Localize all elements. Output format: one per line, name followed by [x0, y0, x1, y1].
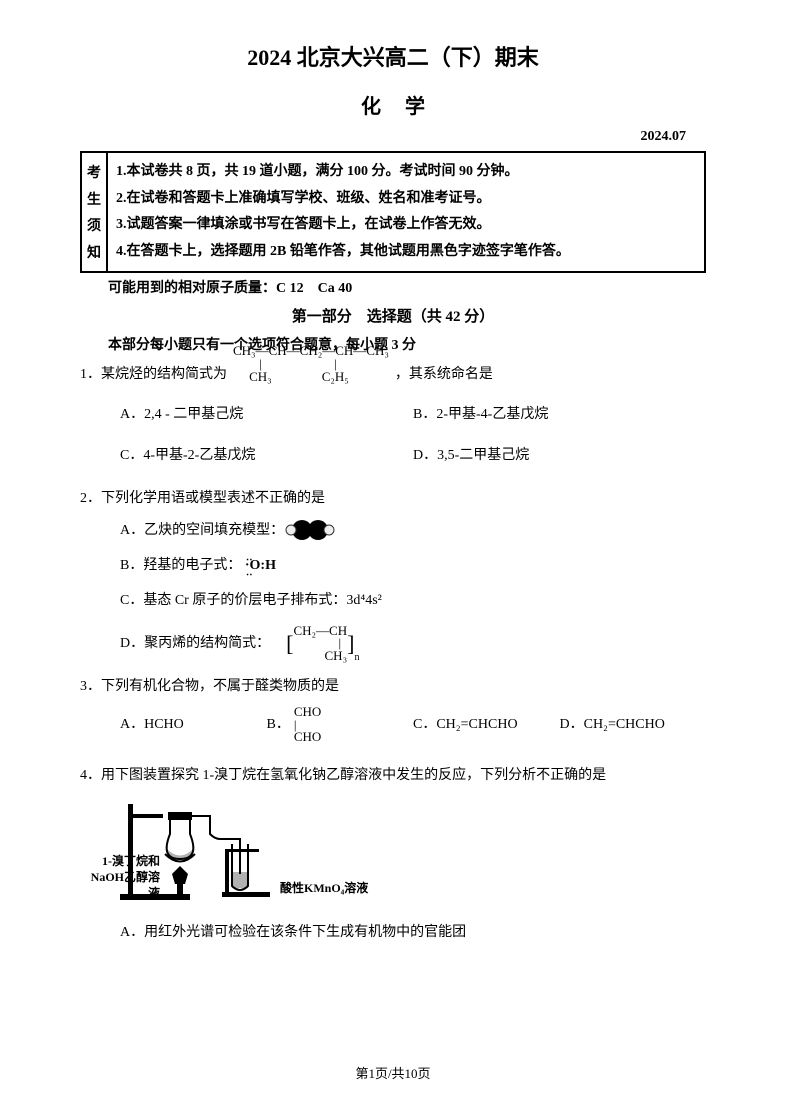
q2-d-bot: CH₃: [325, 649, 348, 664]
q1-stem-prefix: 1．某烷烃的结构简式为: [80, 362, 227, 387]
question-2: 2．下列化学用语或模型表述不正确的是 A．乙炔的空间填充模型： B．羟基的电子式…: [80, 486, 706, 664]
q2-option-c: C．基态 Cr 原子的价层电子排布式：3d⁴4s²: [120, 588, 706, 613]
q2-b-formula: ‥ ‥ ·O:H: [245, 558, 276, 573]
q1-option-a: A．2,4 - 二甲基己烷: [120, 402, 413, 427]
notice-side-char: 知: [87, 242, 101, 262]
notice-content: 1.本试卷共 8 页，共 19 道小题，满分 100 分。考试时间 90 分钟。…: [108, 153, 704, 271]
atomic-mass-note: 可能用到的相对原子质量：C 12 Ca 40: [80, 277, 706, 297]
q3-b-label: B．: [267, 712, 290, 737]
exam-date: 2024.07: [80, 129, 706, 145]
question-1: 1．某烷烃的结构简式为 CH₃—CH—CH₂—CH—CH₃ | CH₃ | C₂…: [80, 362, 706, 478]
q3-option-b: B． CHO | CHO: [267, 705, 414, 745]
acetylene-model-icon: [284, 517, 342, 543]
label-line-1: 1-溴丁烷和: [102, 854, 160, 868]
q3-b-bot: CHO: [294, 730, 321, 745]
q1-stem-suffix: ，其系统命名是: [395, 362, 493, 387]
q1-structure-formula: CH₃—CH—CH₂—CH—CH₃ | CH₃ | C₂H₅: [233, 344, 389, 384]
q1-formula-top: CH₃—CH—CH₂—CH—CH₃: [233, 343, 389, 358]
q2-a-text: A．乙炔的空间填充模型：: [120, 518, 284, 543]
page-title: 2024 北京大兴高二（下）期末: [80, 40, 706, 72]
question-4: 4．用下图装置探究 1-溴丁烷在氢氧化钠乙醇溶液中发生的反应，下列分析不正确的是: [80, 763, 706, 945]
q4-stem: 4．用下图装置探究 1-溴丁烷在氢氧化钠乙醇溶液中发生的反应，下列分析不正确的是: [80, 763, 706, 788]
q1-option-c: C．4-甲基-2-乙基戊烷: [120, 443, 413, 468]
q1-option-b: B．2-甲基-4-乙基戊烷: [413, 402, 706, 427]
q2-b-text: B．羟基的电子式：: [120, 558, 241, 573]
polymer-structure: [ CH₂—CH | CH₃ ] n: [276, 624, 369, 664]
q3-option-d: D．CH₂=CHCHO: [560, 712, 707, 737]
notice-side-char: 须: [87, 215, 101, 235]
q2-option-d: D．聚丙烯的结构简式： [ CH₂—CH | CH₃ ] n: [120, 624, 706, 664]
subject-title: 化学: [80, 90, 706, 119]
notice-box: 考 生 须 知 1.本试卷共 8 页，共 19 道小题，满分 100 分。考试时…: [80, 151, 706, 273]
notice-side-char: 生: [87, 189, 101, 209]
notice-line: 1.本试卷共 8 页，共 19 道小题，满分 100 分。考试时间 90 分钟。: [116, 159, 696, 186]
q1-option-d: D．3,5-二甲基己烷: [413, 443, 706, 468]
q3-option-c: C．CH₂=CHCHO: [413, 712, 560, 737]
notice-line: 4.在答题卡上，选择题用 2B 铅笔作答，其他试题用黑色字迹签字笔作答。: [116, 239, 696, 266]
section-desc: 本部分每小题只有一个选项符合题意，每小题 3 分: [80, 334, 706, 354]
notice-side-label: 考 生 须 知: [82, 153, 108, 271]
notice-side-char: 考: [87, 162, 101, 182]
q2-d-text: D．聚丙烯的结构简式：: [120, 631, 270, 656]
notice-line: 2.在试卷和答题卡上准确填写学校、班级、姓名和准考证号。: [116, 186, 696, 213]
apparatus-label-left: 1-溴丁烷和 NaOH乙醇溶液: [80, 854, 160, 901]
q1-formula-sub1: CH₃: [249, 370, 272, 385]
q1-formula-sub2: C₂H₅: [322, 370, 349, 385]
q2-option-a: A．乙炔的空间填充模型：: [120, 517, 706, 543]
q2-stem: 2．下列化学用语或模型表述不正确的是: [80, 486, 706, 511]
q3-b-top: CHO: [294, 705, 321, 720]
apparatus-label-right: 酸性KMnO₄溶液: [280, 878, 368, 900]
section-title: 第一部分 选择题（共 42 分）: [80, 305, 706, 326]
q3-option-a: A．HCHO: [120, 712, 267, 737]
question-3: 3．下列有机化合物，不属于醛类物质的是 A．HCHO B． CHO | CHO …: [80, 674, 706, 755]
label-line-2: NaOH乙醇溶液: [91, 870, 160, 900]
q4-option-a: A．用红外光谱可检验在该条件下生成有机物中的官能团: [120, 920, 706, 945]
q3-stem: 3．下列有机化合物，不属于醛类物质的是: [80, 674, 706, 699]
notice-line: 3.试题答案一律填涂或书写在答题卡上，在试卷上作答无效。: [116, 212, 696, 239]
q3-b-structure: CHO | CHO: [294, 705, 321, 745]
apparatus-figure: 1-溴丁烷和 NaOH乙醇溶液 酸性KMnO₄溶液: [110, 794, 706, 913]
page-footer: 第1页/共10页: [0, 1063, 786, 1082]
q2-option-b: B．羟基的电子式： ‥ ‥ ·O:H: [120, 553, 706, 578]
